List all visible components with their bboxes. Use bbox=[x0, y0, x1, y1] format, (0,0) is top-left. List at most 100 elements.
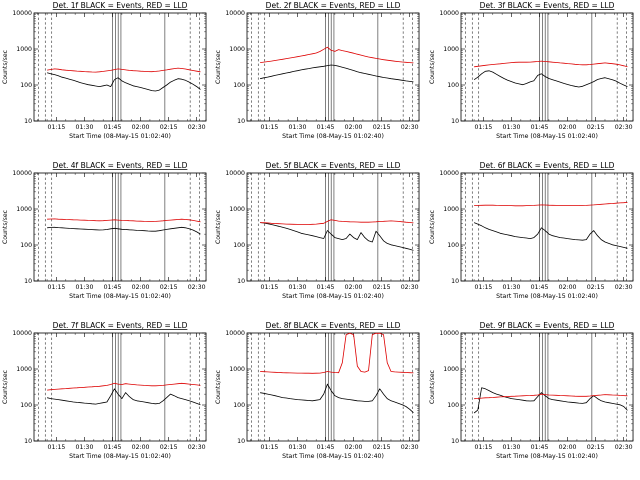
y-tick-label: 10 bbox=[237, 118, 245, 125]
x-tick-label: 01:15 bbox=[474, 284, 492, 291]
panel-title: Det. 9f BLACK = Events, RED = LLD bbox=[479, 321, 614, 330]
x-tick-label: 02:15 bbox=[586, 284, 604, 291]
chart-svg: Det. 3f BLACK = Events, RED = LLD 10 100 10… bbox=[429, 1, 634, 140]
x-axis-label: Start Time (08-May-15 01:02:40) bbox=[496, 133, 598, 140]
x-tick-label: 02:15 bbox=[373, 284, 391, 291]
x-tick-label: 01:30 bbox=[76, 124, 94, 131]
plot-frame bbox=[246, 332, 420, 442]
series-line-lld bbox=[473, 393, 628, 400]
y-tick-label: 1000 bbox=[16, 366, 32, 373]
x-tick-label: 01:30 bbox=[502, 444, 520, 451]
y-tick-label: 100 bbox=[234, 242, 246, 249]
y-tick-label: 10000 bbox=[12, 170, 32, 177]
x-tick-label: 01:30 bbox=[502, 124, 520, 131]
x-tick-label: 01:30 bbox=[289, 284, 307, 291]
chart-svg: Det. 7f BLACK = Events, RED = LLD 10 100 10… bbox=[2, 321, 207, 460]
x-tick-label: 01:45 bbox=[530, 284, 548, 291]
y-tick-label: 10 bbox=[451, 278, 459, 285]
x-tick-label: 01:15 bbox=[474, 124, 492, 131]
x-tick-label: 02:30 bbox=[188, 124, 206, 131]
x-axis-label: Start Time (08-May-15 01:02:40) bbox=[496, 453, 598, 460]
chart-svg: Det. 1f BLACK = Events, RED = LLD 10 100 10… bbox=[2, 1, 207, 140]
series-line-events bbox=[260, 64, 414, 83]
series-line-lld bbox=[260, 46, 414, 64]
x-tick-label: 02:00 bbox=[558, 284, 576, 291]
y-tick-label: 10000 bbox=[226, 170, 246, 177]
x-tick-label: 02:15 bbox=[373, 124, 391, 131]
plot-frame bbox=[33, 332, 207, 442]
series-line-lld bbox=[47, 218, 201, 223]
y-tick-label: 100 bbox=[447, 82, 459, 89]
series-line-lld bbox=[47, 382, 201, 391]
panel-title: Det. 6f BLACK = Events, RED = LLD bbox=[479, 161, 614, 170]
y-tick-label: 10 bbox=[24, 118, 32, 125]
y-tick-label: 100 bbox=[234, 402, 246, 409]
x-tick-label: 01:45 bbox=[317, 284, 335, 291]
chart-svg: Det. 9f BLACK = Events, RED = LLD 10 100 10… bbox=[429, 321, 634, 460]
x-tick-label: 02:00 bbox=[345, 284, 363, 291]
chart-svg: Det. 8f BLACK = Events, RED = LLD 10 100 10… bbox=[215, 321, 420, 460]
x-tick-label: 01:45 bbox=[104, 124, 122, 131]
y-tick-label: 100 bbox=[20, 242, 32, 249]
x-tick-label: 01:15 bbox=[48, 124, 66, 131]
chart-svg: Det. 4f BLACK = Events, RED = LLD 10 100 10… bbox=[2, 161, 207, 300]
y-tick-label: 10 bbox=[237, 438, 245, 445]
y-tick-label: 100 bbox=[20, 82, 32, 89]
y-tick-label: 1000 bbox=[16, 46, 32, 53]
x-tick-label: 01:30 bbox=[289, 444, 307, 451]
y-axis-label: Counts/sec bbox=[429, 369, 436, 404]
x-axis-label: Start Time (08-May-15 01:02:40) bbox=[69, 453, 171, 460]
x-tick-label: 02:15 bbox=[586, 124, 604, 131]
x-tick-label: 01:45 bbox=[530, 124, 548, 131]
x-tick-label: 02:00 bbox=[132, 124, 150, 131]
y-tick-label: 1000 bbox=[230, 366, 246, 373]
x-axis-label: Start Time (08-May-15 01:02:40) bbox=[496, 293, 598, 300]
x-tick-label: 01:30 bbox=[502, 284, 520, 291]
x-tick-label: 02:00 bbox=[345, 444, 363, 451]
x-axis-label: Start Time (08-May-15 01:02:40) bbox=[69, 133, 171, 140]
x-tick-label: 02:30 bbox=[401, 284, 419, 291]
series-line-events bbox=[47, 226, 201, 235]
chart-panel-det-1: Det. 1f BLACK = Events, RED = LLD 10 100 10… bbox=[0, 0, 213, 160]
panel-title: Det. 5f BLACK = Events, RED = LLD bbox=[266, 161, 401, 170]
y-tick-label: 100 bbox=[234, 82, 246, 89]
y-tick-label: 100 bbox=[447, 402, 459, 409]
x-tick-label: 02:30 bbox=[614, 284, 632, 291]
y-axis-label: Counts/sec bbox=[215, 49, 222, 84]
plot-frame bbox=[33, 12, 207, 122]
series-line-lld bbox=[473, 202, 628, 207]
y-tick-label: 10000 bbox=[439, 330, 459, 337]
y-tick-label: 10000 bbox=[12, 330, 32, 337]
x-tick-label: 01:15 bbox=[261, 124, 279, 131]
y-tick-label: 1000 bbox=[443, 206, 459, 213]
y-tick-label: 10 bbox=[24, 278, 32, 285]
chart-panel-det-7: Det. 7f BLACK = Events, RED = LLD 10 100 10… bbox=[0, 320, 213, 480]
series-line-lld bbox=[260, 332, 414, 374]
plot-frame bbox=[33, 172, 207, 282]
chart-panel-det-2: Det. 2f BLACK = Events, RED = LLD 10 100 10… bbox=[213, 0, 426, 160]
x-tick-label: 01:15 bbox=[48, 444, 66, 451]
x-tick-label: 02:00 bbox=[558, 444, 576, 451]
y-tick-label: 1000 bbox=[443, 46, 459, 53]
plot-frame bbox=[246, 12, 420, 122]
x-tick-label: 01:45 bbox=[104, 284, 122, 291]
x-tick-label: 02:00 bbox=[132, 444, 150, 451]
series-line-lld bbox=[260, 219, 414, 225]
y-tick-label: 10000 bbox=[226, 330, 246, 337]
x-tick-label: 01:30 bbox=[76, 444, 94, 451]
plot-frame bbox=[460, 172, 634, 282]
y-axis-label: Counts/sec bbox=[429, 209, 436, 244]
y-tick-label: 10 bbox=[237, 278, 245, 285]
y-tick-label: 1000 bbox=[230, 46, 246, 53]
chart-panel-det-9: Det. 9f BLACK = Events, RED = LLD 10 100 10… bbox=[427, 320, 640, 480]
x-tick-label: 02:15 bbox=[373, 444, 391, 451]
panel-title: Det. 4f BLACK = Events, RED = LLD bbox=[53, 161, 188, 170]
y-axis-label: Counts/sec bbox=[215, 209, 222, 244]
y-axis-label: Counts/sec bbox=[429, 49, 436, 84]
panel-title: Det. 1f BLACK = Events, RED = LLD bbox=[53, 1, 188, 10]
y-tick-label: 1000 bbox=[230, 206, 246, 213]
y-tick-label: 10000 bbox=[439, 170, 459, 177]
series-line-events bbox=[47, 388, 201, 406]
y-tick-label: 100 bbox=[20, 402, 32, 409]
chart-panel-det-5: Det. 5f BLACK = Events, RED = LLD 10 100 10… bbox=[213, 160, 426, 320]
